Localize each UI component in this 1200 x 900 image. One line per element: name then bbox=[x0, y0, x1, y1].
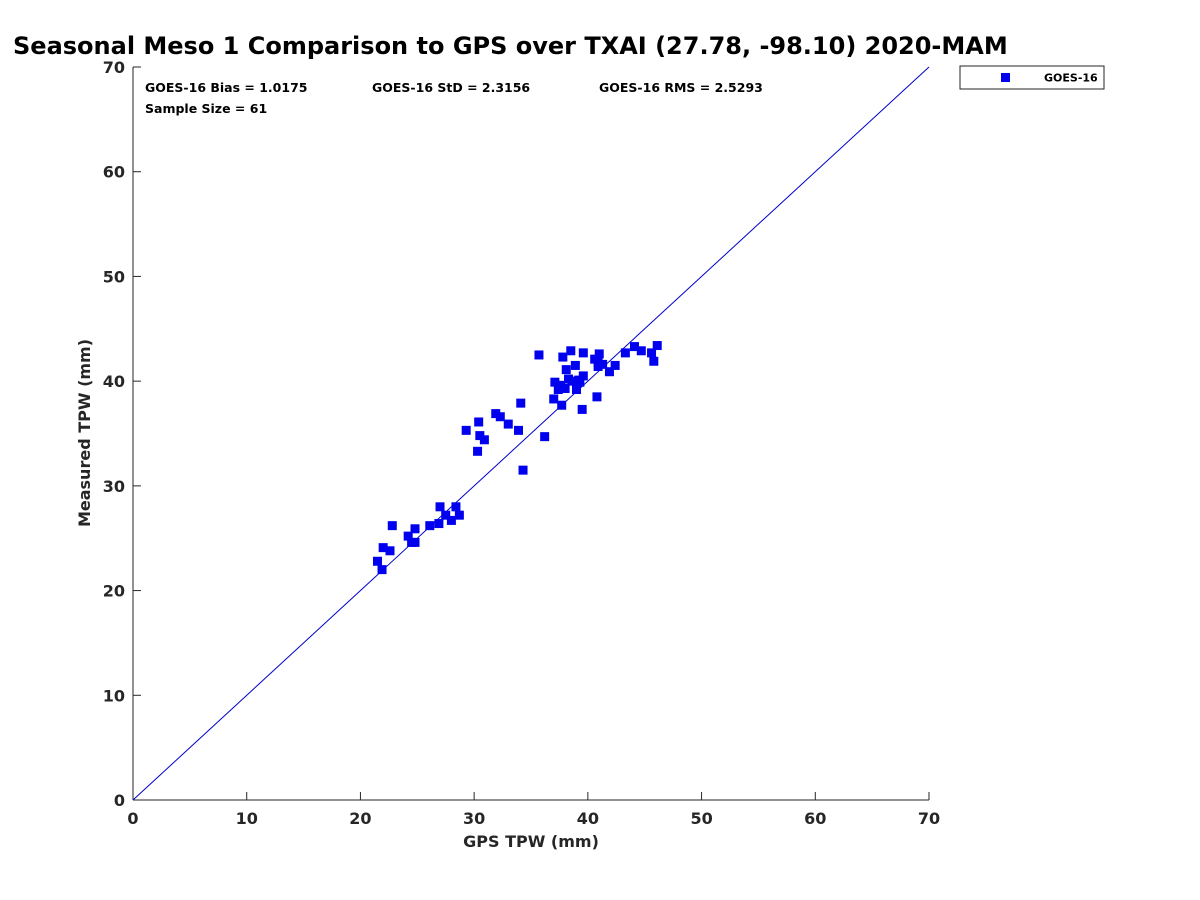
data-point bbox=[604, 367, 614, 377]
data-point bbox=[377, 565, 387, 575]
y-axis-label: Measured TPW (mm) bbox=[75, 339, 94, 527]
y-tick-label: 70 bbox=[103, 58, 125, 77]
bias-stat: GOES-16 Bias = 1.0175 bbox=[145, 80, 307, 95]
chart-title: Seasonal Meso 1 Comparison to GPS over T… bbox=[13, 32, 1008, 60]
data-point bbox=[474, 417, 484, 427]
data-point bbox=[571, 385, 581, 395]
data-point bbox=[454, 510, 464, 520]
data-point bbox=[649, 356, 659, 366]
x-tick-label: 0 bbox=[127, 809, 138, 828]
data-point bbox=[518, 465, 528, 475]
x-tick-label: 70 bbox=[918, 809, 940, 828]
data-point bbox=[550, 377, 560, 387]
data-point bbox=[540, 432, 550, 442]
legend: GOES-16 bbox=[959, 65, 1105, 90]
data-point bbox=[652, 341, 662, 351]
data-point bbox=[620, 348, 630, 358]
y-tick-label: 10 bbox=[103, 686, 125, 705]
data-point bbox=[593, 361, 603, 371]
data-point bbox=[516, 398, 526, 408]
data-point bbox=[578, 371, 588, 381]
data-point bbox=[567, 376, 577, 386]
data-point bbox=[561, 365, 571, 375]
y-tick-label: 0 bbox=[114, 791, 125, 810]
legend-box bbox=[959, 65, 1105, 90]
data-point bbox=[570, 360, 580, 370]
data-point bbox=[387, 521, 397, 531]
data-point bbox=[610, 360, 620, 370]
data-point bbox=[574, 375, 584, 385]
data-point bbox=[410, 537, 420, 547]
data-point bbox=[578, 348, 588, 358]
data-point bbox=[558, 352, 568, 362]
data-point bbox=[495, 412, 505, 422]
data-point bbox=[403, 531, 413, 541]
data-point bbox=[636, 346, 646, 356]
x-tick-label: 50 bbox=[690, 809, 712, 828]
data-point bbox=[385, 546, 395, 556]
x-tick-label: 40 bbox=[577, 809, 599, 828]
data-point bbox=[598, 359, 608, 369]
data-point bbox=[629, 342, 639, 352]
legend-label: GOES-16 bbox=[1044, 72, 1098, 85]
data-point bbox=[378, 543, 388, 553]
y-tick-label: 40 bbox=[103, 372, 125, 391]
data-point bbox=[491, 409, 501, 419]
data-point bbox=[577, 404, 587, 414]
data-point bbox=[410, 524, 420, 534]
std-stat: GOES-16 StD = 2.3156 bbox=[372, 80, 530, 95]
plot-axes: 0 10 20 30 40 50 60 70 0 10 20 30 40 50 60 70 bbox=[103, 58, 940, 828]
data-point bbox=[461, 425, 471, 435]
data-point bbox=[446, 515, 456, 525]
data-point bbox=[441, 510, 451, 520]
data-point bbox=[434, 519, 444, 529]
y-tick-label: 60 bbox=[103, 163, 125, 182]
data-point bbox=[556, 380, 566, 390]
data-point bbox=[473, 446, 483, 456]
data-point bbox=[475, 431, 485, 441]
x-axis-label: GPS TPW (mm) bbox=[463, 832, 599, 851]
data-point bbox=[592, 392, 602, 402]
data-point bbox=[425, 521, 435, 531]
y-tick-label: 20 bbox=[103, 582, 125, 601]
data-point bbox=[647, 348, 657, 358]
legend-marker-square bbox=[1001, 73, 1010, 82]
sample-size-stat: Sample Size = 61 bbox=[145, 101, 267, 116]
one-to-one-line bbox=[132, 66, 930, 801]
data-point bbox=[594, 349, 604, 359]
x-tick-label: 10 bbox=[236, 809, 258, 828]
data-point bbox=[566, 346, 576, 356]
data-point bbox=[435, 502, 445, 512]
x-tick-label: 60 bbox=[804, 809, 826, 828]
rms-stat: GOES-16 RMS = 2.5293 bbox=[599, 80, 763, 95]
data-point bbox=[590, 354, 600, 364]
data-point bbox=[557, 400, 567, 410]
data-point bbox=[479, 435, 489, 445]
data-point bbox=[560, 383, 570, 393]
x-tick-label: 20 bbox=[349, 809, 371, 828]
data-points bbox=[372, 341, 662, 575]
data-point bbox=[503, 419, 513, 429]
data-point bbox=[534, 350, 544, 360]
data-point bbox=[549, 394, 559, 404]
y-tick-label: 30 bbox=[103, 477, 125, 496]
data-point bbox=[513, 425, 523, 435]
data-point bbox=[372, 556, 382, 566]
x-tick-label: 30 bbox=[463, 809, 485, 828]
data-point bbox=[451, 502, 461, 512]
y-tick-label: 50 bbox=[103, 267, 125, 286]
